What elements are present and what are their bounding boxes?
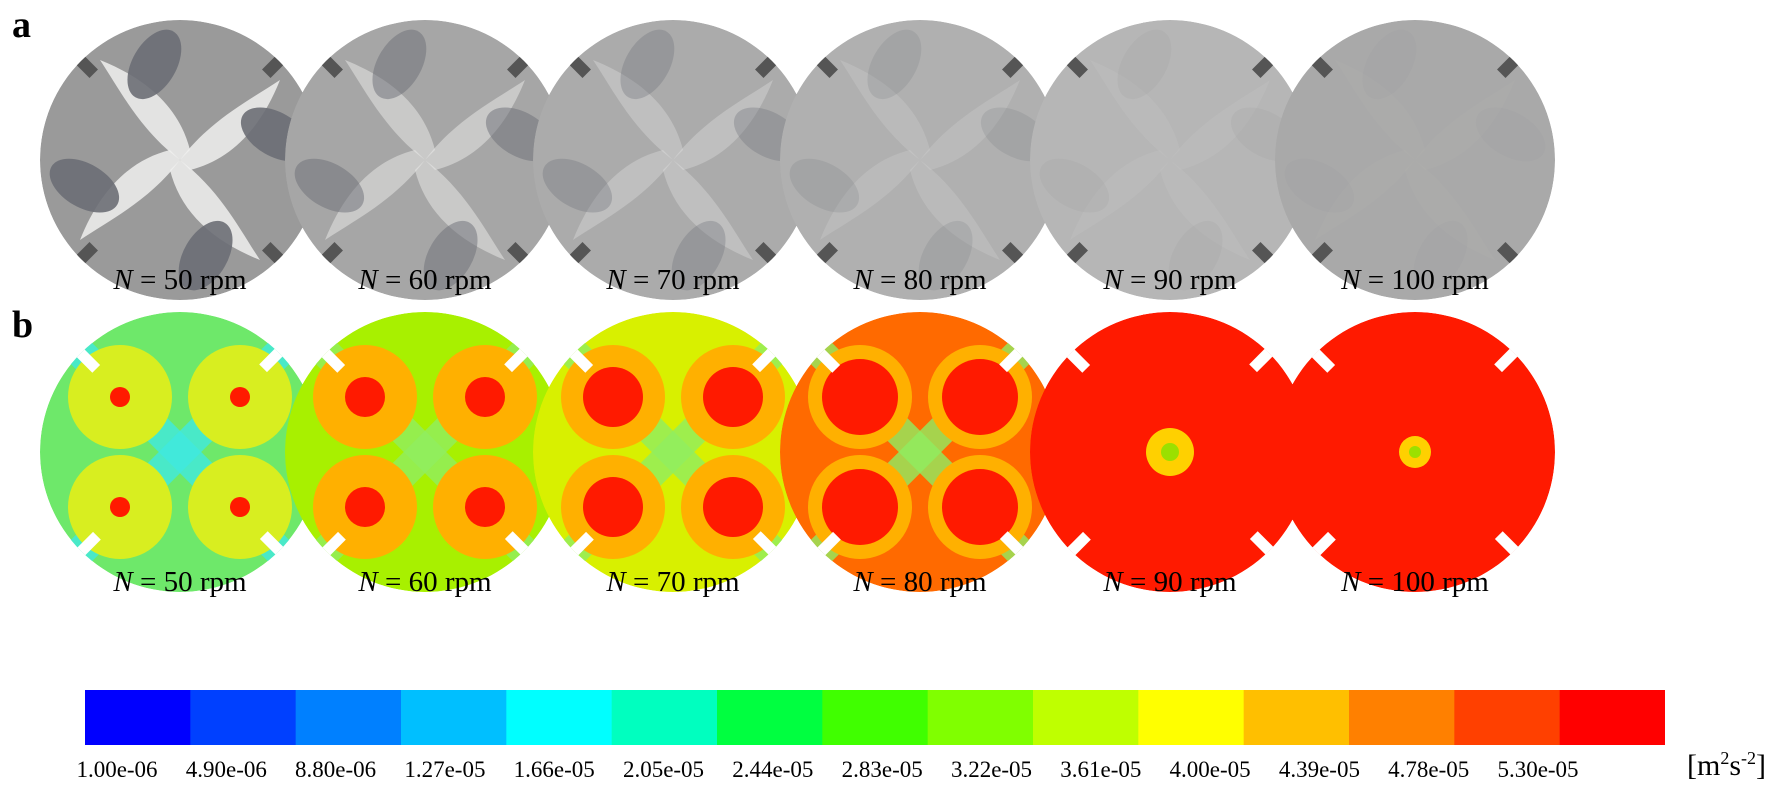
contour-disc	[780, 312, 1060, 592]
speed-caption: N = 60 rpm	[285, 566, 565, 599]
contour-disc	[40, 312, 320, 592]
unit-mid: s	[1729, 749, 1742, 782]
speed-value: = 50 rpm	[132, 566, 247, 598]
speed-variable: N	[1103, 566, 1123, 598]
colorbar-segment	[1349, 690, 1455, 745]
contour-disc	[1030, 312, 1310, 592]
speed-value: = 60 rpm	[377, 264, 492, 296]
speed-value: = 70 rpm	[625, 264, 740, 296]
speed-variable: N	[606, 264, 626, 296]
colorbar-segment	[611, 690, 718, 745]
colorbar-segment	[401, 690, 507, 745]
colorbar-segment	[85, 690, 191, 745]
colorbar-segment	[1033, 690, 1139, 745]
speed-variable: N	[853, 566, 873, 598]
unit-prefix: [m	[1687, 749, 1721, 782]
colorbar-tick-label: 4.39e-05	[1278, 757, 1360, 782]
speed-caption: N = 70 rpm	[533, 264, 813, 297]
colorbar-segment	[1454, 690, 1561, 745]
speed-caption: N = 90 rpm	[1030, 264, 1310, 297]
speed-value: = 70 rpm	[625, 566, 740, 598]
colorbar-tick-label: 8.80e-06	[295, 757, 377, 782]
colorbar-gradient	[85, 690, 1666, 745]
speed-variable: N	[1341, 566, 1361, 598]
speed-value: = 100 rpm	[1360, 264, 1489, 296]
speed-variable: N	[606, 566, 626, 598]
colorbar-segment	[190, 690, 297, 745]
panel-label-b: b	[12, 304, 34, 346]
photo-disc	[780, 20, 1060, 300]
speed-value: = 90 rpm	[1122, 264, 1237, 296]
colorbar-tick-label: 3.61e-05	[1060, 757, 1142, 782]
colorbar-tick-label: 4.90e-06	[185, 757, 267, 782]
speed-caption: N = 50 rpm	[40, 264, 320, 297]
colorbar-segment	[717, 690, 823, 745]
unit-sup2: -2	[1741, 748, 1757, 768]
colorbar-tick-label: 4.78e-05	[1388, 757, 1470, 782]
photo-disc	[533, 20, 813, 300]
colorbar-tick-label: 2.83e-05	[841, 757, 923, 782]
contour-disc	[285, 312, 565, 592]
speed-caption: N = 100 rpm	[1275, 566, 1555, 599]
photo-disc	[285, 20, 565, 300]
colorbar-segment	[1243, 690, 1350, 745]
colorbar-tick-label: 5.30e-05	[1497, 757, 1579, 782]
speed-caption: N = 90 rpm	[1030, 566, 1310, 599]
speed-value: = 50 rpm	[132, 264, 247, 296]
speed-caption: N = 70 rpm	[533, 566, 813, 599]
speed-caption: N = 60 rpm	[285, 264, 565, 297]
colorbar-tick-label: 2.05e-05	[622, 757, 705, 782]
speed-caption: N = 80 rpm	[780, 566, 1060, 599]
speed-caption: N = 100 rpm	[1275, 264, 1555, 297]
panel-label-a: a	[12, 4, 31, 46]
speed-variable: N	[853, 264, 873, 296]
photo-disc	[1275, 20, 1555, 300]
colorbar-tick-label: 1.66e-05	[513, 757, 595, 782]
speed-value: = 100 rpm	[1360, 566, 1489, 598]
colorbar-tick-label: 3.22e-05	[950, 757, 1033, 782]
speed-value: = 60 rpm	[377, 566, 492, 598]
speed-variable: N	[1103, 264, 1123, 296]
unit-sup1: 2	[1720, 748, 1730, 768]
colorbar-unit: [m2s-2]	[1687, 748, 1766, 783]
contour-disc	[533, 312, 813, 592]
colorbar-tick-label: 1.27e-05	[404, 757, 486, 782]
speed-value: = 90 rpm	[1122, 566, 1237, 598]
speed-variable: N	[1341, 264, 1361, 296]
colorbar-tick-label: 4.00e-05	[1169, 757, 1251, 782]
speed-caption: N = 80 rpm	[780, 264, 1060, 297]
contour-disc	[1275, 312, 1555, 592]
colorbar-segment	[1559, 690, 1666, 745]
colorbar-segment	[295, 690, 402, 745]
speed-value: = 80 rpm	[872, 566, 987, 598]
colorbar	[85, 690, 1666, 745]
colorbar-segment	[506, 690, 613, 745]
photo-disc	[1030, 20, 1310, 300]
photo-disc	[40, 20, 320, 300]
colorbar-segment	[927, 690, 1034, 745]
speed-variable: N	[358, 566, 378, 598]
colorbar-segment	[1138, 690, 1245, 745]
speed-variable: N	[113, 566, 133, 598]
speed-variable: N	[358, 264, 378, 296]
unit-suffix: ]	[1756, 749, 1767, 782]
speed-value: = 80 rpm	[872, 264, 987, 296]
colorbar-tick-label: 2.44e-05	[732, 757, 814, 782]
colorbar-tick-label: 1.00e-06	[76, 757, 158, 782]
colorbar-segment	[822, 690, 929, 745]
speed-variable: N	[113, 264, 133, 296]
speed-caption: N = 50 rpm	[40, 566, 320, 599]
